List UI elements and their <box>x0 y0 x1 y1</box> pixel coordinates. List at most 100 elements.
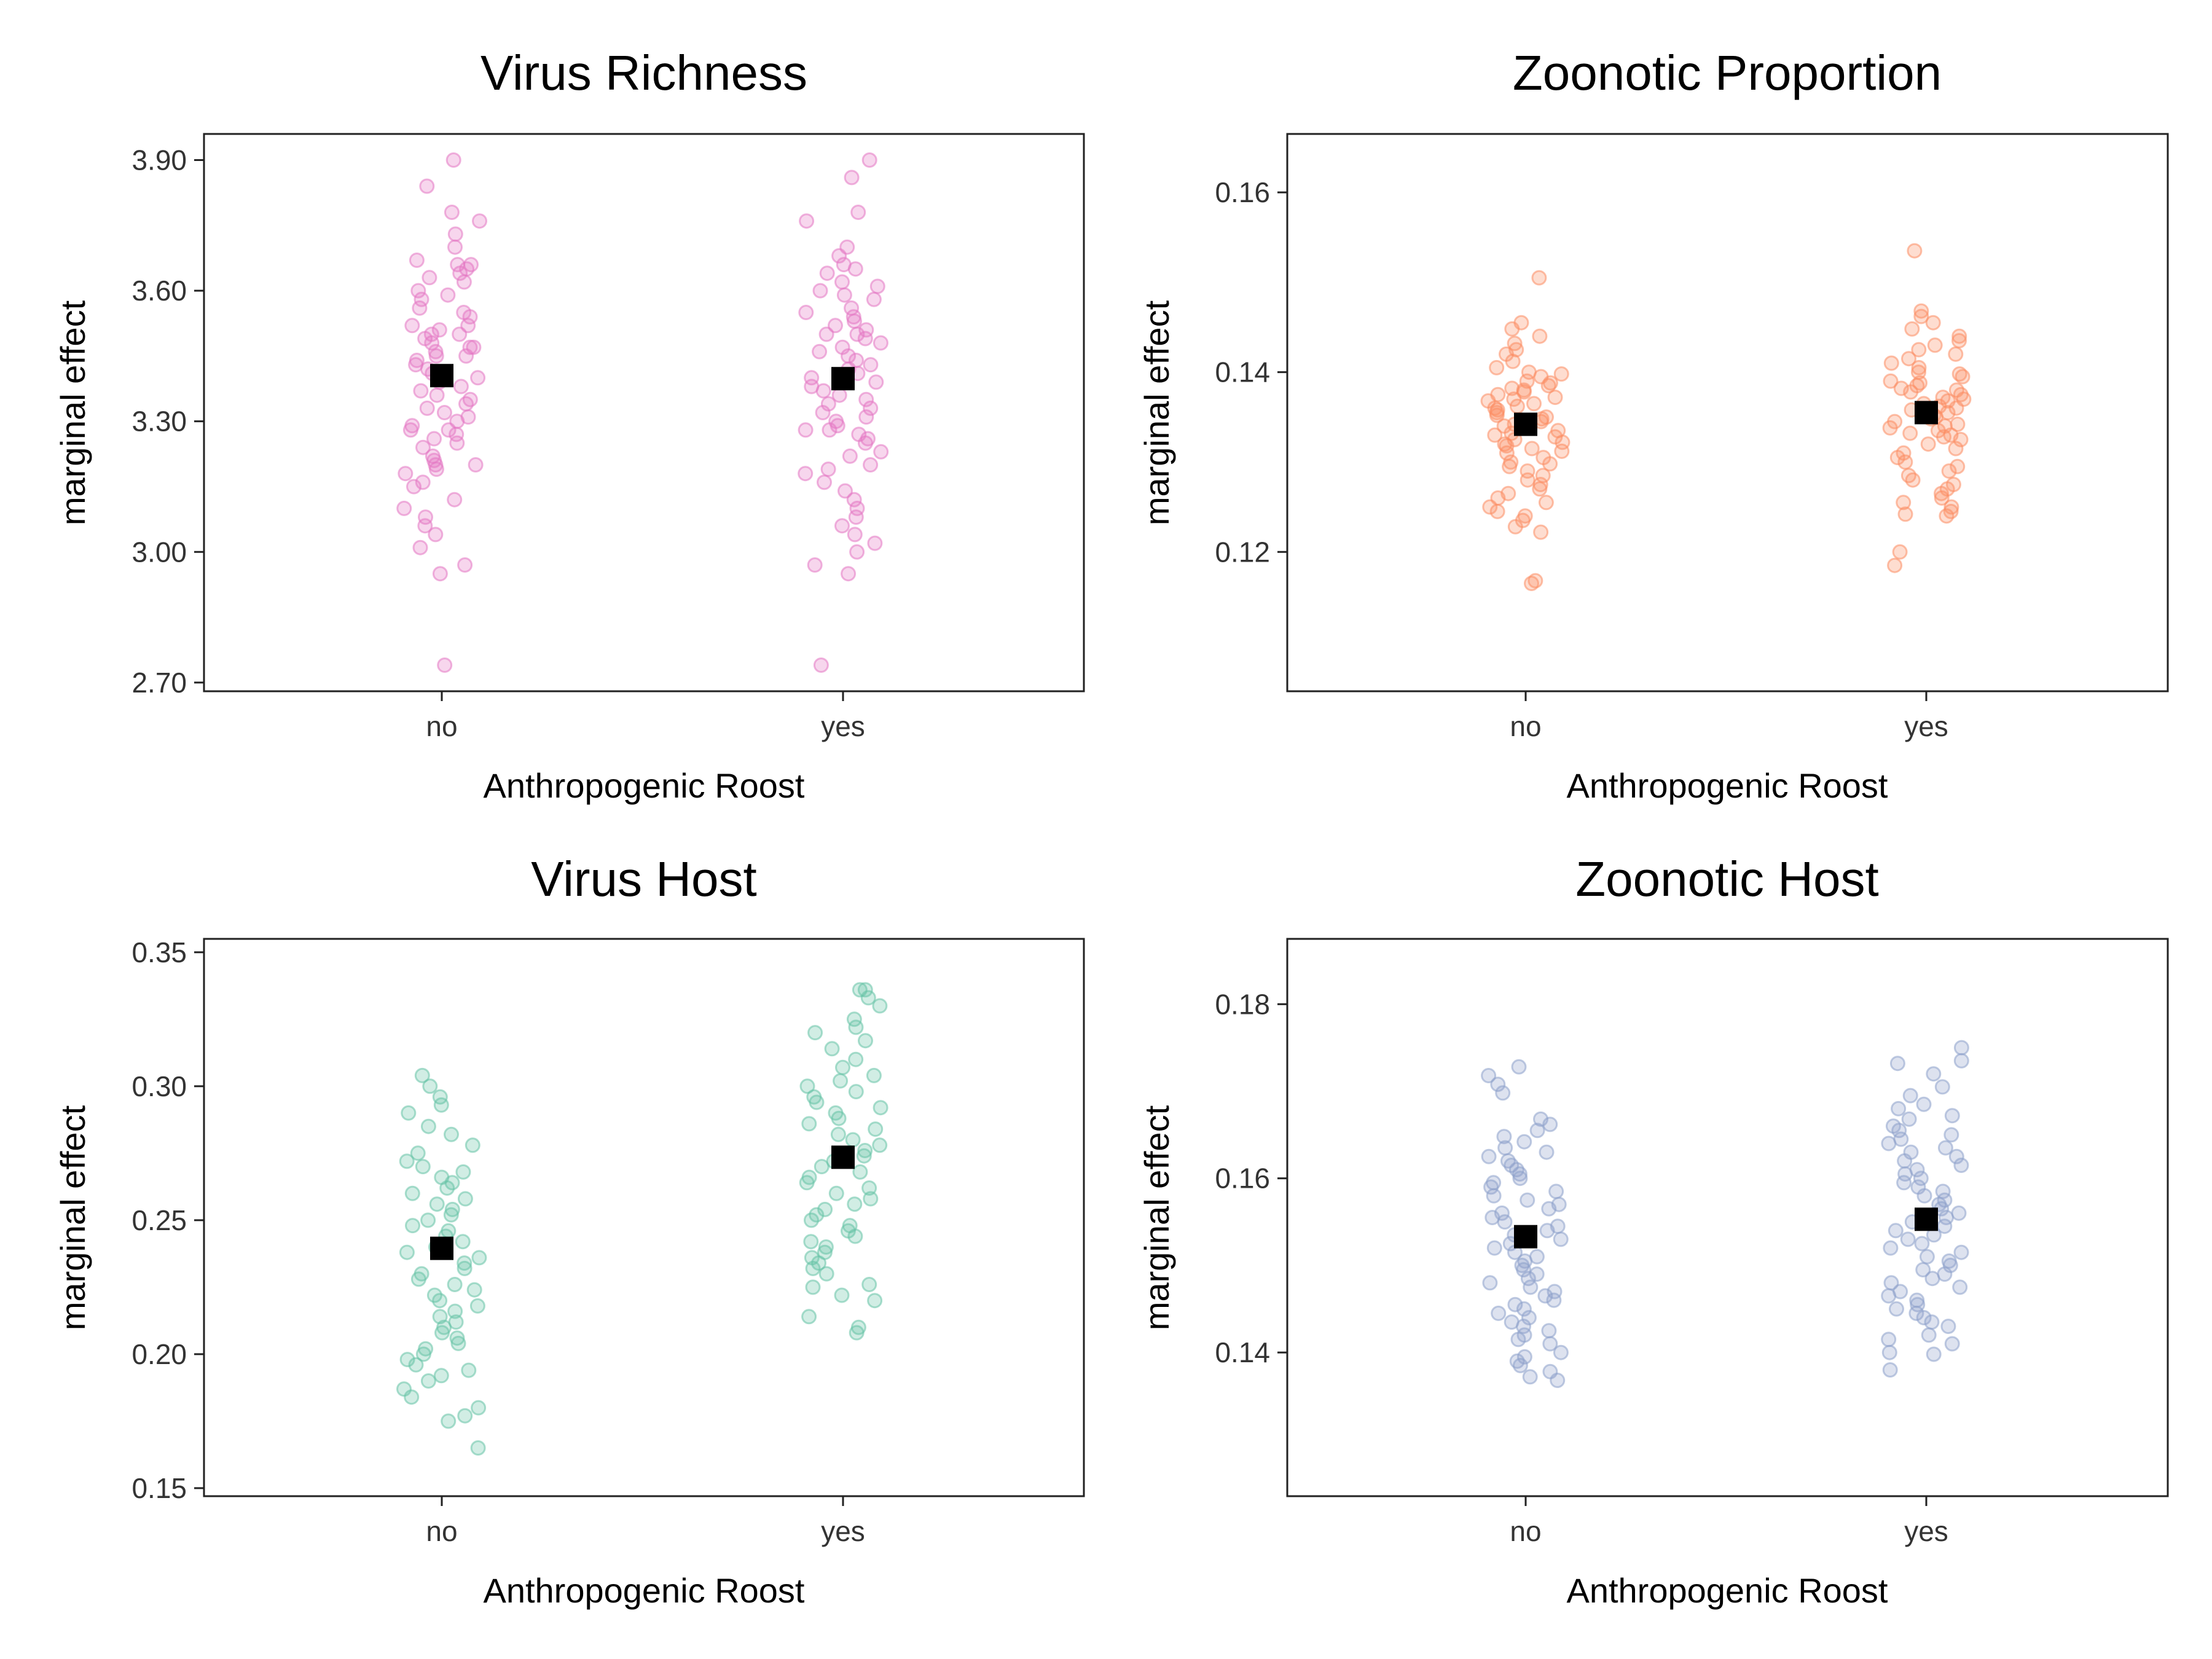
data-point <box>1920 436 1936 452</box>
data-point <box>1883 373 1899 389</box>
data-point <box>803 1234 819 1250</box>
data-point <box>858 435 873 451</box>
data-point <box>1881 1332 1897 1347</box>
data-point <box>1542 1116 1558 1132</box>
data-point <box>1911 342 1927 358</box>
data-point <box>833 1073 849 1089</box>
x-axis-title: Anthropogenic Roost <box>483 766 804 805</box>
data-point <box>410 1145 426 1161</box>
data-point <box>817 474 832 490</box>
data-point <box>1951 1205 1967 1221</box>
y-tick-label: 0.16 <box>1215 176 1270 208</box>
data-point <box>1516 1134 1532 1150</box>
data-point <box>420 1118 436 1134</box>
data-point <box>828 1185 844 1201</box>
y-tick-label: 3.30 <box>131 406 187 437</box>
data-point <box>848 1051 864 1067</box>
data-point <box>831 1110 847 1126</box>
data-point <box>1481 1148 1497 1164</box>
data-point <box>433 1368 449 1384</box>
data-point <box>1953 1244 1969 1260</box>
data-point <box>801 1116 817 1132</box>
data-point <box>863 457 879 473</box>
data-point <box>863 357 879 373</box>
data-point <box>801 1309 817 1325</box>
data-point <box>415 439 431 455</box>
data-point <box>812 283 828 299</box>
data-point <box>432 566 448 582</box>
data-point <box>461 1362 477 1378</box>
data-point <box>837 483 853 499</box>
data-point <box>447 1277 463 1292</box>
data-point <box>1881 1288 1897 1304</box>
data-point <box>1541 1323 1557 1339</box>
data-point <box>468 457 484 473</box>
data-point <box>1888 1223 1904 1239</box>
data-point <box>1548 1183 1564 1199</box>
data-point <box>1554 443 1570 459</box>
data-point <box>846 492 862 508</box>
data-point <box>1952 1279 1968 1295</box>
y-tick-label: 0.14 <box>1215 356 1270 388</box>
y-axis-title: marginal effect <box>53 1105 92 1330</box>
data-point <box>1497 1140 1513 1156</box>
data-point <box>845 1132 861 1148</box>
data-point <box>1520 1192 1535 1208</box>
mean-marker <box>1514 1225 1537 1249</box>
data-point <box>436 405 452 420</box>
data-point <box>1941 463 1957 479</box>
data-point <box>428 461 444 477</box>
data-point <box>1482 499 1498 515</box>
data-point <box>1522 1369 1538 1385</box>
data-point <box>1521 1310 1537 1325</box>
mean-marker <box>430 1236 453 1260</box>
data-point <box>1913 303 1929 319</box>
data-point <box>455 1164 471 1180</box>
data-point <box>457 557 473 573</box>
data-point <box>408 1357 424 1373</box>
mean-marker <box>430 364 453 388</box>
y-tick-label: 0.12 <box>1215 536 1270 568</box>
data-point <box>834 274 850 290</box>
data-point <box>1539 1144 1555 1160</box>
mean-marker <box>1915 401 1938 425</box>
plot-frame <box>203 133 1085 692</box>
data-point <box>1953 1158 1969 1173</box>
data-point <box>834 1287 850 1303</box>
data-point <box>457 1408 473 1424</box>
data-point <box>462 339 478 355</box>
data-point <box>405 1218 420 1234</box>
data-point <box>1532 328 1548 344</box>
panel-title: Virus Host <box>531 852 757 906</box>
data-point <box>1924 1271 1940 1287</box>
data-point <box>1896 495 1912 511</box>
data-point <box>441 1413 457 1429</box>
data-point <box>470 1440 486 1456</box>
data-point <box>419 400 435 416</box>
data-point <box>807 557 823 573</box>
data-point <box>471 1400 487 1416</box>
data-point <box>847 1196 863 1212</box>
data-point <box>1919 1249 1935 1265</box>
data-point <box>849 1325 865 1341</box>
data-point <box>1897 1153 1913 1169</box>
data-point <box>449 1330 465 1346</box>
data-point <box>1914 1236 1930 1252</box>
data-point <box>1546 1292 1562 1308</box>
panel-zoonotic-host: Zoonotic Host Anthropogenic Roost margin… <box>1137 852 2169 1610</box>
data-point <box>841 566 857 582</box>
data-point <box>404 318 420 334</box>
data-point <box>872 1137 888 1153</box>
data-point <box>1553 1231 1569 1247</box>
data-point <box>449 435 465 451</box>
data-point <box>848 509 864 525</box>
data-point <box>1926 1066 1942 1082</box>
data-point <box>844 170 860 186</box>
data-point <box>1482 1275 1498 1291</box>
data-point <box>1889 1056 1905 1072</box>
data-point <box>1889 1301 1904 1317</box>
data-point <box>1507 1296 1523 1312</box>
data-point <box>426 431 442 447</box>
data-point <box>452 265 468 281</box>
x-tick-label: yes <box>1904 710 1948 742</box>
